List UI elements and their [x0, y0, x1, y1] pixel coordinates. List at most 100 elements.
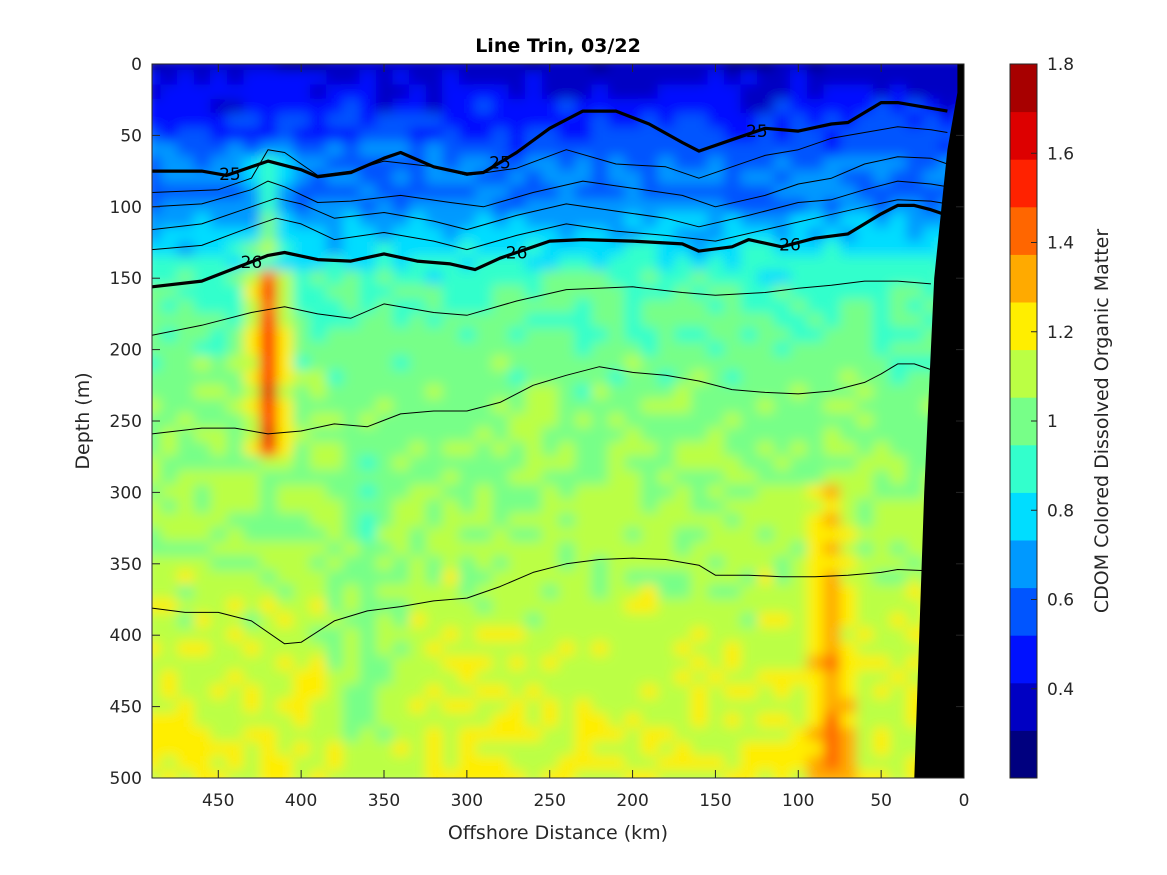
colorbar-tick-label: 1.8 [1047, 55, 1074, 75]
field-cell [591, 655, 609, 672]
field-cell [442, 484, 460, 501]
field-cell [591, 398, 609, 415]
x-tick-label: 300 [451, 791, 483, 811]
field-cell [823, 712, 841, 729]
field-cell [442, 598, 460, 615]
field-cell [442, 113, 460, 130]
field-cell [342, 512, 360, 529]
field-cell [342, 355, 360, 372]
field-cell [889, 427, 907, 444]
field-cell [425, 470, 443, 487]
field-cell [392, 612, 410, 629]
y-tick-label: 150 [110, 269, 142, 289]
field-cell [359, 498, 377, 515]
field-cell [690, 641, 708, 658]
field-cell [359, 698, 377, 715]
field-cell [889, 441, 907, 458]
field-cell [922, 213, 940, 230]
field-cell [226, 584, 244, 601]
field-cell [475, 270, 493, 287]
field-cell [152, 64, 161, 72]
field-cell [342, 227, 360, 244]
colorbar-segment [1010, 540, 1037, 589]
field-cell [359, 370, 377, 387]
field-cell [641, 512, 659, 529]
field-cell [674, 455, 692, 472]
field-cell [657, 770, 675, 778]
field-cell [724, 255, 741, 272]
field-cell [840, 398, 857, 415]
field-cell [740, 113, 758, 130]
field-cell [376, 641, 393, 658]
field-cell [475, 284, 493, 301]
field-cell [740, 655, 758, 672]
field-cell [243, 498, 261, 515]
field-cell [226, 313, 244, 330]
field-cell [906, 127, 924, 144]
field-cell [475, 684, 493, 701]
field-cell [309, 598, 327, 615]
field-cell [674, 384, 692, 401]
field-cell [541, 413, 559, 429]
field-cell [376, 670, 393, 687]
field-cell [359, 384, 377, 401]
field-cell [243, 455, 261, 472]
x-tick-label: 400 [285, 791, 317, 811]
field-cell [574, 398, 592, 415]
field-cell [376, 570, 393, 587]
field-cell [508, 84, 526, 101]
field-cell [326, 113, 344, 130]
field-cell [724, 198, 741, 215]
field-cell [873, 670, 891, 687]
field-cell [840, 284, 857, 301]
field-cell [342, 584, 360, 601]
field-cell [326, 627, 344, 644]
field-cell [773, 627, 791, 644]
cdom-field [152, 64, 964, 778]
field-cell [392, 270, 410, 287]
field-cell [773, 641, 791, 658]
field-cell [806, 155, 824, 172]
field-cell [707, 284, 725, 301]
field-cell [525, 398, 543, 415]
field-cell [724, 741, 741, 758]
field-cell [906, 598, 924, 615]
field-cell [823, 455, 841, 472]
field-cell [608, 313, 625, 330]
field-cell [657, 684, 675, 701]
field-cell [177, 427, 195, 444]
field-cell [724, 641, 741, 658]
field-cell [193, 284, 211, 301]
field-cell [210, 527, 228, 544]
field-cell [152, 284, 161, 301]
field-cell [309, 241, 327, 258]
field-cell [177, 627, 195, 644]
field-cell [409, 684, 427, 701]
field-cell [210, 670, 228, 687]
field-cell [773, 755, 791, 772]
field-cell [806, 170, 824, 187]
field-cell [293, 98, 311, 115]
field-cell [740, 270, 758, 287]
field-cell [740, 698, 758, 715]
field-cell [906, 427, 924, 444]
field-cell [425, 398, 443, 415]
field-cell [856, 627, 874, 644]
field-cell [177, 413, 195, 429]
field-cell [806, 127, 824, 144]
field-cell [293, 284, 311, 301]
field-cell [558, 612, 576, 629]
field-cell [906, 284, 924, 301]
field-cell [806, 555, 824, 572]
field-cell [906, 155, 924, 172]
field-cell [624, 470, 642, 487]
field-cell [541, 84, 559, 101]
field-cell [724, 427, 741, 444]
field-cell [359, 627, 377, 644]
field-cell [293, 512, 311, 529]
field-cell [309, 670, 327, 687]
field-cell [591, 355, 609, 372]
field-cell [160, 355, 178, 372]
field-cell [260, 570, 277, 587]
field-cell [806, 341, 824, 358]
